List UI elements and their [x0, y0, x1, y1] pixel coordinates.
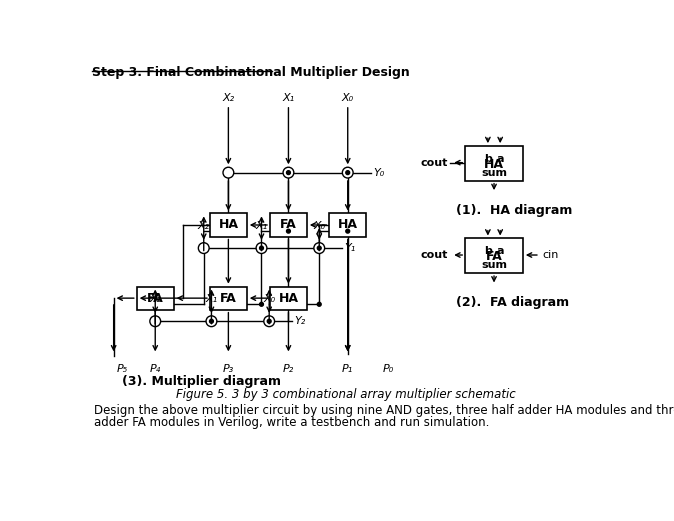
Text: b: b: [484, 246, 492, 256]
Text: P₅: P₅: [117, 364, 128, 374]
Text: FA: FA: [147, 292, 164, 305]
Text: a: a: [497, 154, 504, 164]
Circle shape: [210, 319, 214, 323]
Circle shape: [268, 319, 271, 323]
Text: HA: HA: [484, 158, 504, 171]
Text: (1).  HA diagram: (1). HA diagram: [456, 204, 572, 217]
Circle shape: [314, 243, 325, 254]
Text: Figure 5. 3 by 3 combinational array multiplier schematic: Figure 5. 3 by 3 combinational array mul…: [175, 388, 516, 401]
Circle shape: [317, 302, 321, 306]
Bar: [270, 287, 307, 309]
Bar: [330, 214, 366, 237]
Text: X₂: X₂: [149, 294, 161, 304]
Bar: [210, 214, 247, 237]
Text: (3). Multiplier diagram: (3). Multiplier diagram: [122, 375, 281, 388]
Text: sum: sum: [481, 168, 507, 178]
Circle shape: [283, 167, 294, 178]
Text: X₀: X₀: [313, 221, 326, 231]
Circle shape: [259, 302, 264, 306]
Text: HA: HA: [218, 218, 239, 231]
Text: X₁: X₁: [282, 93, 295, 103]
Text: HA: HA: [338, 218, 358, 231]
Text: P₁: P₁: [342, 364, 353, 374]
Bar: [137, 287, 174, 309]
Text: adder FA modules in Verilog, write a testbench and run simulation.: adder FA modules in Verilog, write a tes…: [94, 416, 489, 429]
Text: P₂: P₂: [283, 364, 294, 374]
Text: Y₀: Y₀: [373, 168, 384, 178]
Circle shape: [286, 171, 290, 175]
Text: X₀: X₀: [342, 93, 354, 103]
Bar: [210, 287, 247, 309]
Text: HA: HA: [278, 292, 299, 305]
Text: X₀: X₀: [263, 294, 275, 304]
Text: P₃: P₃: [223, 364, 234, 374]
Text: X₁: X₁: [206, 294, 218, 304]
Circle shape: [256, 243, 267, 254]
Circle shape: [317, 246, 321, 250]
Text: P₀: P₀: [383, 364, 394, 374]
Circle shape: [150, 316, 160, 327]
Circle shape: [264, 316, 274, 327]
Text: Y₂: Y₂: [295, 316, 306, 326]
Text: X₂: X₂: [197, 221, 210, 231]
Text: Y₁: Y₁: [344, 243, 356, 253]
Text: X₂: X₂: [222, 93, 235, 103]
Text: sum: sum: [481, 260, 507, 270]
Text: FA: FA: [486, 250, 502, 263]
Circle shape: [346, 229, 350, 233]
Text: P₄: P₄: [150, 364, 161, 374]
Circle shape: [206, 316, 217, 327]
Bar: [270, 214, 307, 237]
Circle shape: [346, 171, 350, 175]
Text: b: b: [484, 154, 492, 164]
Text: Design the above multiplier circuit by using nine AND gates, three half adder HA: Design the above multiplier circuit by u…: [94, 404, 674, 417]
Text: a: a: [497, 246, 504, 256]
Text: (2).  FA diagram: (2). FA diagram: [456, 296, 569, 309]
Circle shape: [198, 243, 209, 254]
Circle shape: [286, 229, 290, 233]
Text: cin: cin: [542, 250, 559, 260]
Text: X₁: X₁: [255, 221, 268, 231]
Bar: [465, 146, 523, 181]
Circle shape: [342, 167, 353, 178]
Circle shape: [223, 167, 234, 178]
Text: cout: cout: [421, 158, 448, 168]
Text: cout: cout: [421, 250, 448, 260]
Bar: [465, 239, 523, 273]
Text: Step 3. Final Combinational Multiplier Design: Step 3. Final Combinational Multiplier D…: [92, 66, 410, 79]
Text: FA: FA: [280, 218, 297, 231]
Text: FA: FA: [220, 292, 237, 305]
Circle shape: [259, 246, 264, 250]
